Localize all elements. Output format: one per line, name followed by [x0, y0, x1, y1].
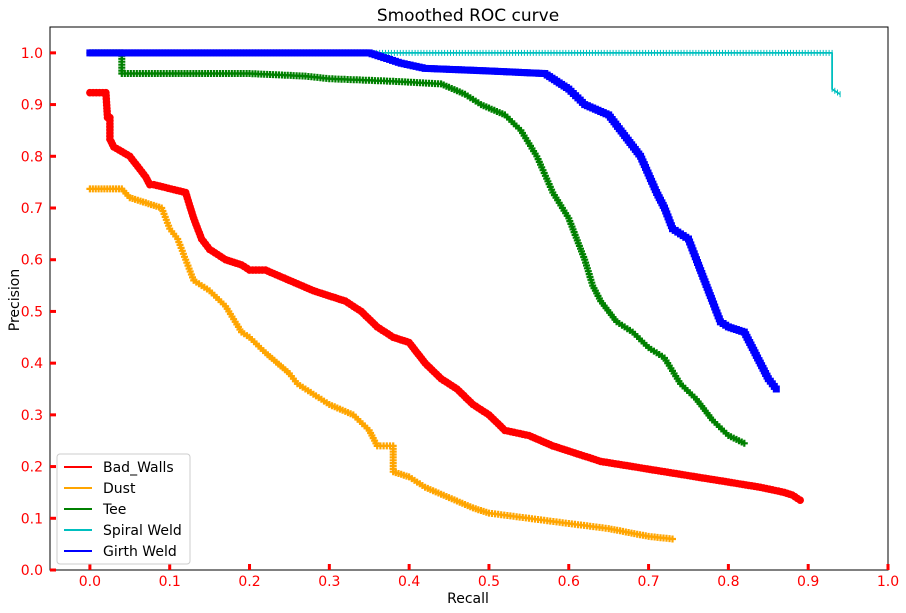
- y-tick-label: 0.4: [21, 356, 43, 372]
- y-tick-label: 1.0: [21, 46, 43, 62]
- series-girth-weld: [86, 49, 780, 393]
- y-axis-ticks: 0.0 0.1 0.2 0.3 0.4 0.5 0.6 0.7 0.8 0.9 1.0: [21, 46, 56, 579]
- series-markers-tee: [86, 49, 748, 447]
- series-group: [86, 49, 841, 543]
- legend-entry-spiral-weld: Spiral Weld: [64, 523, 182, 539]
- y-tick-label: 0.0: [21, 563, 43, 579]
- x-tick-label: 0.1: [159, 574, 181, 590]
- x-tick-label: 1.0: [877, 574, 899, 590]
- x-axis-ticks: 0.0 0.1 0.2 0.3 0.4 0.5 0.6 0.7 0.8 0.9 1.0: [79, 564, 899, 590]
- series-line-tee: [89, 52, 745, 445]
- data-point: [796, 496, 804, 505]
- legend-entry-dust: Dust: [64, 481, 136, 497]
- data-point: [669, 535, 676, 543]
- x-tick-label: 0.3: [318, 574, 340, 590]
- legend-label: Bad_Walls: [103, 460, 174, 476]
- y-tick-label: 0.9: [21, 98, 43, 114]
- y-tick-label: 0.5: [21, 304, 43, 320]
- x-tick-label: 0.4: [398, 574, 420, 590]
- x-tick-label: 0.0: [79, 574, 101, 590]
- series-markers-bad-walls: [86, 88, 804, 505]
- legend-label: Girth Weld: [103, 544, 177, 560]
- legend-box: [56, 453, 191, 565]
- plot-area: [49, 26, 889, 571]
- y-tick-label: 0.1: [21, 511, 43, 527]
- x-tick-label: 0.2: [238, 574, 260, 590]
- series-tee: [86, 49, 748, 447]
- series-markers-girth-weld: [86, 49, 780, 393]
- x-tick-label: 0.6: [558, 574, 580, 590]
- chart-title: Smoothed ROC curve: [377, 6, 559, 26]
- legend-entry-bad-walls: Bad_Walls: [64, 460, 174, 476]
- y-tick-label: 0.2: [21, 460, 43, 476]
- legend-label: Spiral Weld: [103, 523, 182, 539]
- y-tick-label: 0.7: [21, 201, 43, 217]
- x-tick-label: 0.8: [717, 574, 739, 590]
- series-dust: [86, 185, 676, 543]
- series-markers-dust: [86, 185, 676, 543]
- legend-entry-tee: Tee: [64, 502, 126, 518]
- y-axis-title: Precision: [7, 269, 23, 331]
- y-tick-label: 0.3: [21, 408, 43, 424]
- y-tick-label: 0.8: [21, 149, 43, 165]
- y-tick-label: 0.6: [21, 253, 43, 269]
- series-line-bad-walls: [89, 91, 801, 501]
- plot-frame: [49, 26, 889, 571]
- data-point: [740, 439, 748, 447]
- legend-entry-girth-weld: Girth Weld: [64, 544, 177, 560]
- x-tick-label: 0.5: [478, 574, 500, 590]
- legend-label: Dust: [103, 481, 136, 497]
- series-bad-walls: [86, 88, 804, 505]
- x-tick-label: 0.9: [797, 574, 819, 590]
- legend-label: Tee: [102, 502, 126, 518]
- x-axis-title: Recall: [447, 591, 489, 607]
- legend: Bad_Walls Dust Tee Spiral Weld Girth Weld: [56, 453, 191, 565]
- data-point: [772, 385, 780, 393]
- x-tick-label: 0.7: [637, 574, 659, 590]
